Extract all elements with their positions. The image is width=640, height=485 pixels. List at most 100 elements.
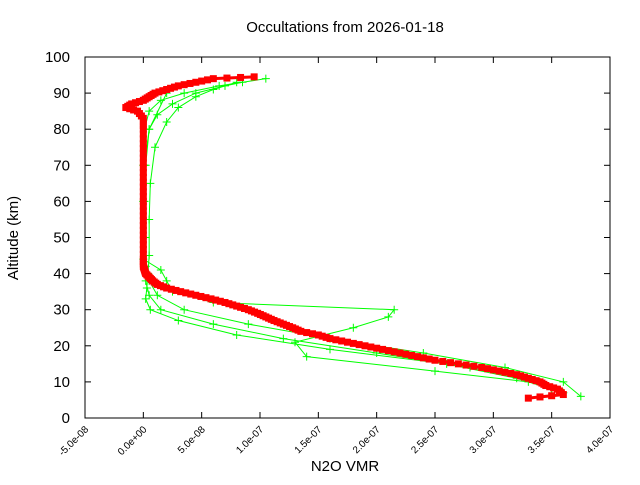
y-axis-label: Altitude (km) xyxy=(5,196,22,280)
square-marker xyxy=(425,355,433,363)
square-marker xyxy=(546,383,554,391)
square-marker xyxy=(233,302,241,310)
square-marker xyxy=(550,384,558,392)
square-marker xyxy=(314,331,322,339)
series-line xyxy=(122,75,567,400)
square-marker xyxy=(309,330,316,338)
square-marker xyxy=(303,329,311,337)
square-marker xyxy=(495,367,503,375)
square-marker xyxy=(223,74,231,82)
x-tick-label: 1.5e-07 xyxy=(293,424,325,456)
square-marker xyxy=(431,356,439,364)
x-tick-label: 1.0e-07 xyxy=(234,424,266,456)
square-marker xyxy=(139,164,147,172)
plus-marker xyxy=(302,352,311,361)
plus-marker xyxy=(326,345,334,354)
square-marker xyxy=(174,82,182,90)
square-marker xyxy=(462,361,470,369)
square-marker xyxy=(198,77,206,85)
y-tick-label: 90 xyxy=(53,85,70,102)
square-marker xyxy=(524,374,532,382)
plus-marker xyxy=(180,89,189,98)
square-marker xyxy=(139,125,147,133)
square-marker xyxy=(332,336,340,344)
square-marker xyxy=(355,341,363,349)
square-marker xyxy=(139,212,147,220)
square-marker xyxy=(139,250,147,258)
square-marker xyxy=(470,362,478,370)
square-marker xyxy=(139,236,147,244)
plus-marker xyxy=(191,92,200,101)
x-tick-label: 3.5e-07 xyxy=(526,424,558,456)
square-marker xyxy=(361,342,369,350)
square-marker xyxy=(139,149,147,157)
y-tick-label: 50 xyxy=(53,230,70,247)
square-marker xyxy=(447,359,455,367)
chart-title: Occultations from 2026-01-18 xyxy=(246,19,444,36)
square-marker xyxy=(139,183,147,191)
plus-marker xyxy=(174,103,183,112)
plus-marker xyxy=(142,284,151,293)
plot-frame xyxy=(84,56,611,419)
x-tick-label: 0.0e+00 xyxy=(116,424,150,458)
square-marker xyxy=(524,394,532,402)
plus-marker xyxy=(151,143,159,152)
square-marker xyxy=(167,84,175,92)
square-marker xyxy=(237,303,245,311)
square-marker xyxy=(139,226,147,234)
square-marker xyxy=(139,193,147,201)
y-tick-label: 100 xyxy=(45,49,70,66)
square-marker xyxy=(478,363,486,371)
square-marker xyxy=(373,344,381,352)
square-marker xyxy=(419,354,427,362)
square-marker xyxy=(132,99,140,107)
square-marker xyxy=(379,345,386,353)
plus-marker xyxy=(209,320,218,329)
x-tick-label: 2.0e-07 xyxy=(351,424,383,456)
x-axis-label: N2O VMR xyxy=(311,458,380,475)
square-marker xyxy=(139,159,147,167)
x-tick-label: 3.0e-07 xyxy=(468,424,500,456)
square-marker xyxy=(192,78,200,86)
plus-marker xyxy=(291,338,299,347)
square-marker xyxy=(192,291,200,299)
square-marker xyxy=(513,371,521,379)
square-marker xyxy=(344,338,351,346)
square-marker xyxy=(528,375,536,383)
plus-marker xyxy=(146,305,155,314)
square-marker xyxy=(240,304,248,312)
square-marker xyxy=(408,351,416,359)
series-reference-2 xyxy=(139,78,568,397)
square-marker xyxy=(221,298,229,306)
square-marker xyxy=(139,197,147,205)
square-marker xyxy=(202,294,210,302)
square-marker xyxy=(212,296,220,304)
square-marker xyxy=(134,107,141,115)
square-marker xyxy=(318,332,326,340)
square-marker xyxy=(250,73,258,81)
square-marker xyxy=(322,333,330,341)
square-marker xyxy=(384,347,392,355)
square-marker xyxy=(139,173,147,181)
square-marker xyxy=(209,75,217,83)
square-marker xyxy=(349,339,357,347)
square-marker xyxy=(170,83,178,91)
square-marker xyxy=(484,365,491,373)
y-tick-label: 0 xyxy=(62,410,70,427)
square-marker xyxy=(507,369,515,377)
square-marker xyxy=(139,231,147,239)
square-marker xyxy=(159,87,167,95)
y-tick-label: 80 xyxy=(53,121,70,138)
square-marker xyxy=(172,286,180,294)
square-marker xyxy=(139,140,147,148)
plus-marker xyxy=(431,367,439,376)
square-marker xyxy=(167,285,175,293)
square-marker xyxy=(139,207,147,215)
square-marker xyxy=(197,292,205,300)
square-marker xyxy=(225,300,233,308)
square-marker xyxy=(439,357,447,365)
plus-marker xyxy=(168,99,177,108)
plus-marker xyxy=(141,294,150,303)
